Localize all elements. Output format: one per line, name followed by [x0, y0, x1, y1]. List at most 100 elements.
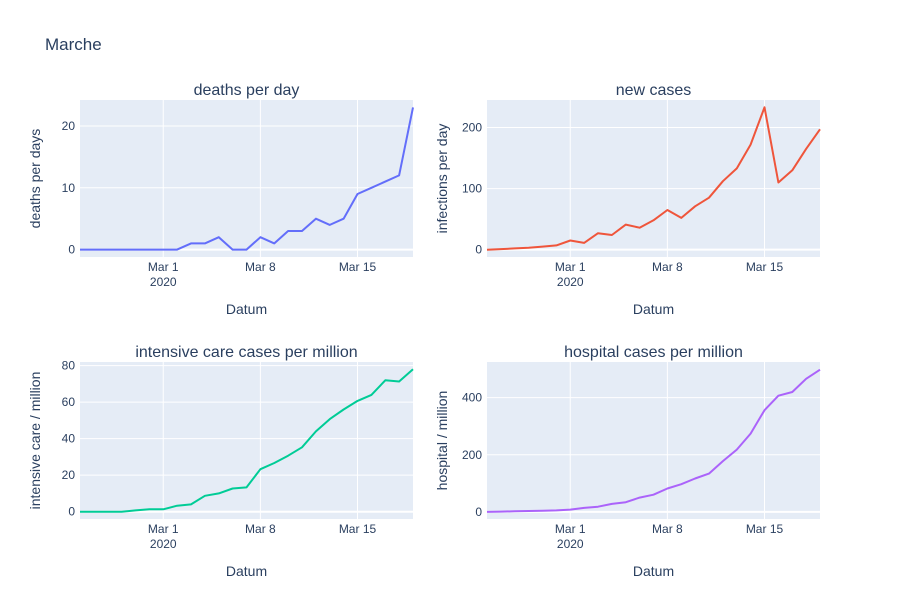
y-tick-label: 0 [475, 243, 482, 257]
data-point [638, 226, 642, 230]
data-point [134, 248, 138, 252]
data-point [499, 510, 503, 514]
data-point [272, 461, 276, 465]
data-point [161, 507, 165, 511]
data-point [92, 248, 96, 252]
data-point [203, 241, 207, 245]
data-point [245, 248, 249, 252]
data-point [735, 448, 739, 452]
data-point [638, 496, 642, 500]
plot-area [487, 100, 820, 257]
y-tick-label: 100 [462, 182, 482, 196]
subplot-title: deaths per day [194, 82, 300, 99]
data-point [189, 241, 193, 245]
data-point [652, 218, 656, 222]
data-point [721, 459, 725, 463]
y-axis-label: hospital / million [434, 391, 450, 491]
data-point [203, 494, 207, 498]
x-tick-label: Mar 8 [245, 522, 276, 536]
data-point [513, 246, 517, 250]
x-tick-label: Mar 8 [245, 260, 276, 274]
data-point [147, 248, 151, 252]
y-tick-label: 0 [475, 505, 482, 519]
data-point [624, 223, 628, 227]
x-tick-label: Mar 1 [555, 260, 586, 274]
data-point [527, 246, 531, 250]
data-point [92, 510, 96, 514]
data-point [804, 377, 808, 381]
data-point [513, 509, 517, 513]
data-point [411, 367, 415, 371]
data-point [693, 477, 697, 481]
data-point [749, 432, 753, 436]
data-point [300, 229, 304, 233]
x-tick-label: Mar 1 [555, 522, 586, 536]
data-point [356, 399, 360, 403]
data-point [397, 173, 401, 177]
y-tick-label: 10 [62, 181, 76, 195]
x-axis-label: Datum [633, 301, 674, 317]
data-point [776, 181, 780, 185]
data-point [217, 235, 221, 239]
x-tick-label: Mar 1 [148, 260, 179, 274]
data-point [721, 179, 725, 183]
data-point [818, 368, 822, 372]
data-point [78, 248, 82, 252]
x-axis-label: Datum [226, 301, 267, 317]
data-point [679, 482, 683, 486]
data-point [397, 380, 401, 384]
data-point [231, 248, 235, 252]
y-tick-label: 400 [462, 391, 482, 405]
data-point [568, 239, 572, 243]
data-point [161, 248, 165, 252]
data-point [383, 180, 387, 184]
x-tick-label: Mar 1 [148, 522, 179, 536]
data-point [763, 105, 767, 109]
x-tick-sublabel: 2020 [557, 275, 584, 289]
data-point [120, 510, 124, 514]
data-point [328, 223, 332, 227]
data-point [652, 493, 656, 497]
page-title: Marche [45, 35, 102, 54]
data-point [499, 247, 503, 251]
data-point [596, 231, 600, 235]
data-point [356, 192, 360, 196]
x-tick-label: Mar 15 [339, 260, 377, 274]
data-point [383, 378, 387, 382]
x-tick-label: Mar 15 [746, 260, 784, 274]
data-point [610, 233, 614, 237]
subplot-title: new cases [616, 82, 692, 99]
subplot-title: hospital cases per million [564, 344, 743, 361]
x-tick-label: Mar 15 [339, 522, 377, 536]
data-point [134, 508, 138, 512]
series-line [486, 368, 821, 513]
y-tick-label: 0 [68, 243, 75, 257]
y-axis-label: infections per day [434, 124, 450, 234]
data-point [568, 508, 572, 512]
data-point [189, 502, 193, 506]
y-tick-label: 200 [462, 120, 482, 134]
data-point [665, 208, 669, 212]
y-tick-label: 20 [62, 468, 76, 482]
data-point [217, 491, 221, 495]
data-point [554, 243, 558, 247]
y-tick-label: 200 [462, 448, 482, 462]
data-point [245, 485, 249, 489]
data-point [328, 417, 332, 421]
data-point [286, 229, 290, 233]
data-point [258, 467, 262, 471]
data-point [790, 168, 794, 172]
x-tick-sublabel: 2020 [150, 275, 177, 289]
data-point [314, 217, 318, 221]
subplot-title: intensive care cases per million [135, 344, 357, 361]
data-point [554, 508, 558, 512]
data-point [763, 408, 767, 412]
data-point [735, 166, 739, 170]
